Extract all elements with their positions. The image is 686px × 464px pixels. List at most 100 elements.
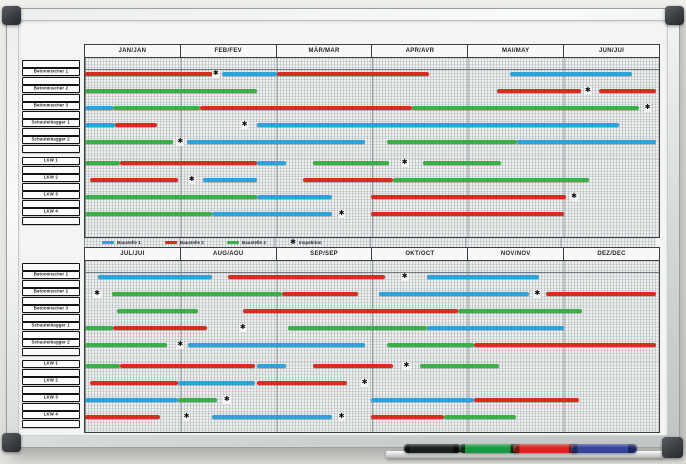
empty-label-slot — [22, 145, 80, 153]
bar-baustelle-1[interactable] — [187, 343, 365, 347]
inspection-marker[interactable]: ✱ — [182, 413, 191, 421]
bar-baustelle-2[interactable] — [276, 72, 430, 76]
bar-baustelle-2[interactable] — [497, 89, 581, 93]
inspection-marker[interactable]: ✱ — [402, 362, 411, 370]
inspection-marker[interactable]: ✱ — [93, 290, 101, 298]
bar-baustelle-1[interactable] — [187, 140, 365, 144]
bar-baustelle-2[interactable] — [371, 212, 565, 216]
bar-baustelle-1[interactable] — [85, 123, 115, 127]
bar-baustelle-2[interactable] — [302, 178, 393, 182]
bar-baustelle-3[interactable] — [392, 178, 589, 182]
bar-baustelle-2[interactable] — [114, 123, 157, 127]
bar-baustelle-2[interactable] — [599, 89, 657, 93]
bar-baustelle-1[interactable] — [85, 106, 114, 110]
bar-baustelle-2[interactable] — [85, 415, 160, 419]
bar-baustelle-2[interactable] — [85, 72, 213, 76]
bar-baustelle-1[interactable] — [256, 161, 287, 165]
bar-baustelle-3[interactable] — [117, 309, 199, 313]
bar-baustelle-3[interactable] — [177, 398, 218, 402]
gantt-row: ✱ — [85, 87, 659, 104]
bar-baustelle-1[interactable] — [98, 275, 212, 279]
bar-baustelle-2[interactable] — [90, 178, 178, 182]
inspection-marker[interactable]: ✱ — [643, 104, 652, 112]
bar-baustelle-3[interactable] — [287, 326, 427, 330]
bar-baustelle-3[interactable] — [419, 364, 500, 368]
bar-baustelle-3[interactable] — [312, 161, 390, 165]
inspection-marker[interactable]: ✱ — [240, 121, 249, 129]
bar-baustelle-1[interactable] — [426, 275, 540, 279]
bar-baustelle-3[interactable] — [422, 161, 502, 165]
bar-baustelle-1[interactable] — [371, 398, 475, 402]
bar-baustelle-2[interactable] — [90, 381, 178, 385]
bar-baustelle-1[interactable] — [85, 398, 178, 402]
row-label-strip: Schaufelbagger 1 — [22, 119, 80, 127]
inspection-marker[interactable]: ✱ — [533, 290, 542, 298]
bar-baustelle-1[interactable] — [509, 72, 632, 76]
whiteboard-frame: Betonmischer 1 Betonmischer 2 Betonmischer… — [6, 8, 680, 448]
bar-baustelle-2[interactable] — [120, 364, 255, 368]
bar-baustelle-3[interactable] — [85, 343, 168, 347]
bar-baustelle-3[interactable] — [457, 309, 583, 313]
bar-baustelle-2[interactable] — [113, 326, 207, 330]
bar-baustelle-1[interactable] — [256, 364, 287, 368]
bar-baustelle-1[interactable] — [256, 195, 332, 199]
bar-baustelle-1[interactable] — [256, 123, 619, 127]
row-label-text: LKW 3 — [43, 192, 59, 198]
inspection-marker[interactable]: ✱ — [238, 324, 247, 332]
bar-baustelle-3[interactable] — [113, 106, 200, 110]
bar-baustelle-1[interactable] — [379, 292, 530, 296]
pen-red-marker[interactable] — [513, 444, 578, 453]
bar-baustelle-3[interactable] — [85, 212, 212, 216]
bar-baustelle-3[interactable] — [85, 89, 258, 93]
inspection-marker[interactable]: ✱ — [400, 273, 409, 281]
inspection-marker[interactable]: ✱ — [400, 159, 409, 167]
inspection-marker[interactable]: ✱ — [337, 413, 346, 421]
bar-baustelle-3[interactable] — [85, 140, 173, 144]
bar-baustelle-2[interactable] — [474, 398, 580, 402]
inspection-marker[interactable]: ✱ — [583, 87, 592, 95]
bar-baustelle-2[interactable] — [371, 415, 445, 419]
bar-baustelle-1[interactable] — [211, 415, 332, 419]
bar-baustelle-3[interactable] — [85, 195, 257, 199]
inspection-marker[interactable]: ✱ — [222, 396, 231, 404]
month-header: JUN/JUI — [599, 48, 625, 54]
pen-green-marker[interactable] — [459, 444, 519, 453]
pen-black-marker[interactable] — [404, 444, 461, 453]
bar-baustelle-2[interactable] — [227, 275, 385, 279]
bar-baustelle-1[interactable] — [202, 178, 257, 182]
inspection-marker[interactable]: ✱ — [211, 70, 220, 78]
bar-baustelle-1[interactable] — [517, 140, 657, 144]
bar-baustelle-3[interactable] — [412, 106, 639, 110]
schedule-grid: JAN/JAN FEB/FEV MÄR/MAR APR/AVR MAI/MAY JUN/J… — [84, 44, 660, 238]
bar-baustelle-1[interactable] — [221, 72, 277, 76]
bar-baustelle-3[interactable] — [444, 415, 517, 419]
inspection-marker[interactable]: ✱ — [360, 379, 369, 387]
pen-blue-marker[interactable] — [571, 444, 637, 453]
row-label-strip: Betonmischer 3 — [22, 305, 80, 313]
bar-baustelle-1[interactable] — [426, 326, 565, 330]
inspection-marker[interactable]: ✱ — [176, 341, 185, 349]
inspection-marker[interactable]: ✱ — [187, 176, 196, 184]
bar-baustelle-2[interactable] — [312, 364, 393, 368]
inspection-marker[interactable]: ✱ — [337, 210, 346, 218]
bar-baustelle-3[interactable] — [85, 161, 120, 165]
bar-baustelle-2[interactable] — [242, 309, 458, 313]
bar-baustelle-2[interactable] — [199, 106, 413, 110]
bar-baustelle-2[interactable] — [474, 343, 657, 347]
bar-baustelle-2[interactable] — [282, 292, 358, 296]
label-row: Betonmischer 3 — [22, 102, 80, 119]
bar-baustelle-2[interactable] — [545, 292, 657, 296]
bar-baustelle-2[interactable] — [120, 161, 257, 165]
bar-baustelle-1[interactable] — [177, 381, 255, 385]
bar-baustelle-2[interactable] — [371, 195, 566, 199]
bar-baustelle-3[interactable] — [111, 292, 283, 296]
inspection-marker[interactable]: ✱ — [176, 138, 185, 146]
bar-baustelle-1[interactable] — [211, 212, 332, 216]
inspection-marker[interactable]: ✱ — [570, 193, 578, 201]
bar-baustelle-3[interactable] — [85, 326, 114, 330]
bar-baustelle-3[interactable] — [387, 140, 518, 144]
row-label-strip: Schaufelbagger 1 — [22, 322, 80, 330]
bar-baustelle-3[interactable] — [85, 364, 120, 368]
bar-baustelle-3[interactable] — [387, 343, 475, 347]
bar-baustelle-2[interactable] — [256, 381, 347, 385]
